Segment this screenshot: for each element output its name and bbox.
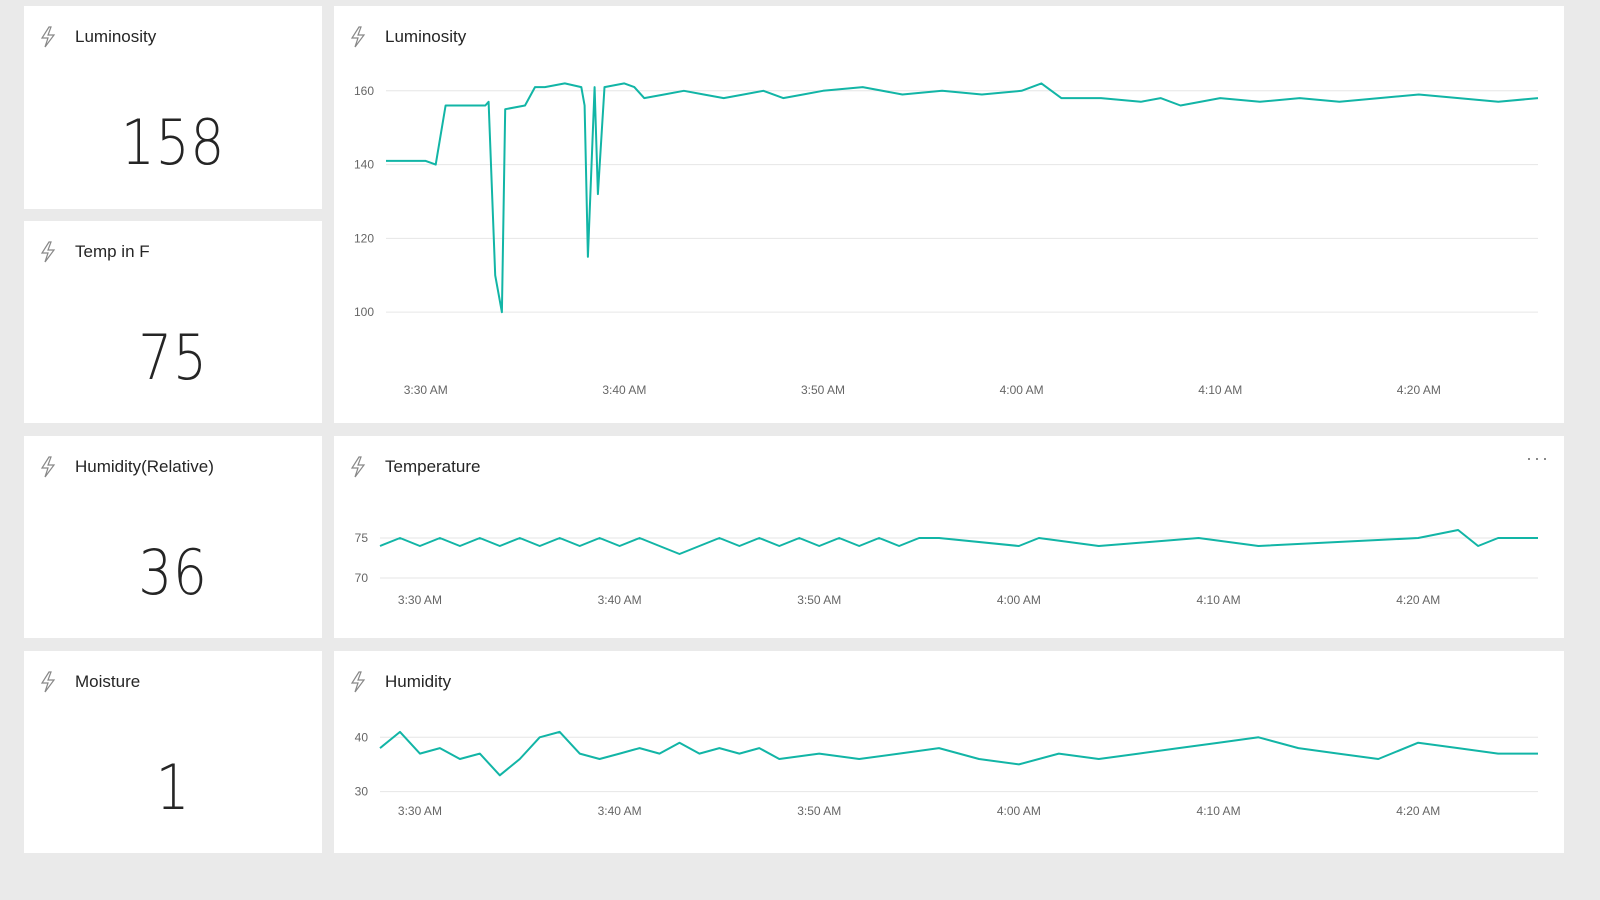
y-tick-label: 100 [354,305,374,319]
chart-tile-luminosity[interactable]: Luminosity 100 120 140 160 3:30 AM 3:40 AM 3:5… [334,6,1564,423]
kpi-title: Temp in F [75,242,150,261]
x-tick-label: 3:40 AM [598,593,642,607]
lightning-bolt-icon [350,456,366,478]
lightning-bolt-icon [40,456,56,478]
lightning-bolt-icon [40,241,56,263]
luminosity-line-chart[interactable]: 100 120 140 160 3:30 AM 3:40 AM 3:50 AM 4:00 AM… [334,6,1564,423]
tile-header: Humidity(Relative) [38,456,214,478]
chart-title: Luminosity [385,27,467,46]
y-tick-label: 120 [354,231,374,245]
kpi-tile-temp-f[interactable]: Temp in F 75 [24,221,322,423]
tile-header: Temperature [348,456,480,478]
kpi-title: Humidity(Relative) [75,457,214,476]
temperature-line-chart[interactable]: 70 75 3:30 AM 3:40 AM 3:50 AM 4:00 AM 4:10 AM 4… [334,436,1564,638]
tile-header: Humidity [348,671,451,693]
y-tick-label: 160 [354,84,374,98]
y-tick-label: 140 [354,158,374,172]
x-tick-label: 4:20 AM [1396,593,1440,607]
x-tick-label: 3:50 AM [797,804,841,818]
x-tick-label: 4:10 AM [1198,383,1242,397]
kpi-value: 75 [138,321,208,394]
lightning-bolt-icon [40,26,56,48]
tile-header: Luminosity [38,26,156,48]
x-tick-label: 4:00 AM [997,804,1041,818]
lightning-bolt-icon [350,26,366,48]
x-tick-label: 4:20 AM [1396,804,1440,818]
x-tick-label: 3:40 AM [598,804,642,818]
kpi-value: 158 [120,106,226,179]
chart-title: Temperature [385,457,481,476]
ellipsis-icon[interactable]: ··· [1526,448,1550,468]
series-line [379,730,1538,777]
kpi-value: 36 [138,536,208,609]
y-tick-label: 40 [355,730,369,744]
chart-title: Humidity [385,672,452,691]
x-tick-label: 3:50 AM [801,383,845,397]
kpi-value: 1 [155,751,191,824]
tile-header: Temp in F [38,241,150,263]
humidity-line-chart[interactable]: 30 40 3:30 AM 3:40 AM 3:50 AM 4:00 AM 4:10 AM 4… [334,651,1564,853]
kpi-tile-humidity-relative[interactable]: Humidity(Relative) 36 [24,436,322,638]
x-tick-label: 3:30 AM [398,593,442,607]
x-tick-label: 3:50 AM [797,593,841,607]
x-tick-label: 3:30 AM [398,804,442,818]
x-tick-label: 3:30 AM [404,383,448,397]
lightning-bolt-icon [40,671,56,693]
kpi-tile-luminosity[interactable]: Luminosity 158 [24,6,322,209]
kpi-tile-moisture[interactable]: Moisture 1 [24,651,322,853]
lightning-bolt-icon [350,671,366,693]
chart-tile-temperature[interactable]: Temperature ··· 70 75 3:30 AM 3:40 AM 3:50 A… [334,436,1564,638]
x-tick-label: 4:00 AM [1000,383,1044,397]
x-tick-label: 4:00 AM [997,593,1041,607]
y-tick-label: 75 [355,531,369,545]
y-tick-label: 70 [355,571,369,585]
chart-tile-humidity[interactable]: Humidity 30 40 3:30 AM 3:40 AM 3:50 AM 4:00 A… [334,651,1564,853]
tile-header: Moisture [38,671,140,693]
series-line [379,529,1538,555]
x-tick-label: 4:20 AM [1397,383,1441,397]
series-line [386,82,1539,314]
x-tick-label: 3:40 AM [602,383,646,397]
x-tick-label: 4:10 AM [1197,804,1241,818]
kpi-title: Luminosity [75,27,157,46]
x-tick-label: 4:10 AM [1197,593,1241,607]
kpi-title: Moisture [75,672,141,691]
tile-header: Luminosity [348,26,466,48]
y-tick-label: 30 [355,785,369,799]
